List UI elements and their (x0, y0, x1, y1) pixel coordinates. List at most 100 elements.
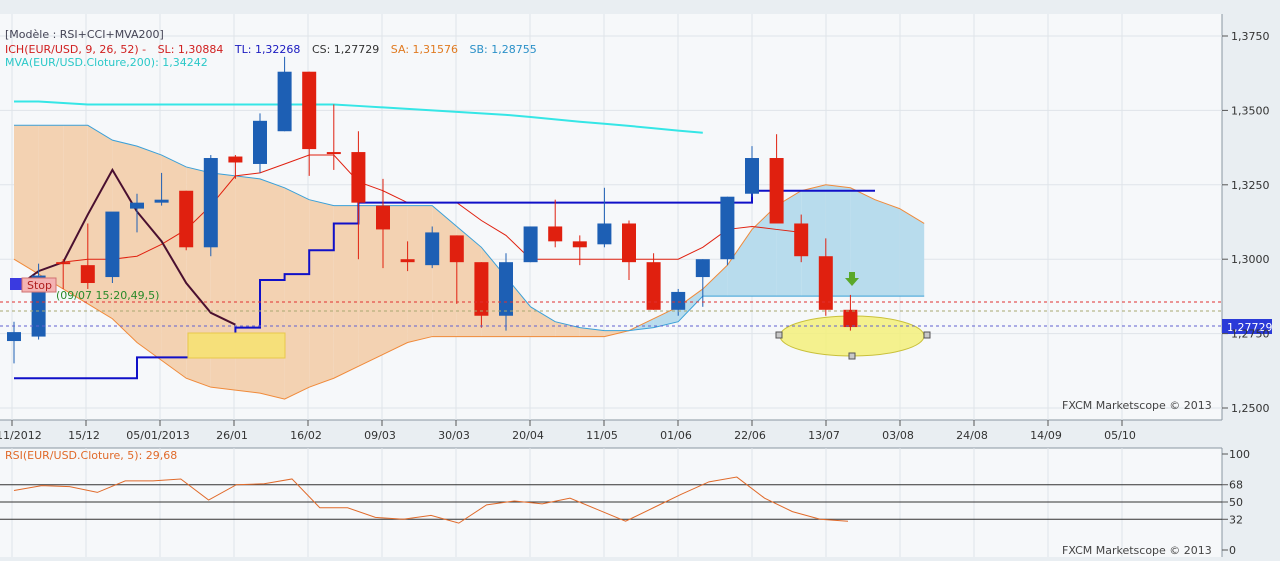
mva200-line (14, 100, 703, 134)
bearish-cloud-segment (383, 205, 408, 355)
mva-header: MVA(EUR/USD.Cloture,200): 1,34242 (5, 56, 208, 69)
bullish-candle (105, 211, 120, 278)
bearish-candle (769, 158, 784, 224)
senkou-span-b-line (14, 124, 925, 332)
price-tick-label: 1,3500 (1231, 104, 1270, 117)
axes: 1,2500 1,2750 1,3000 1,3250 1,3500 1,3750 03/1… (0, 30, 1270, 442)
bullish-cloud-segment (899, 208, 925, 297)
bullish-candle (253, 120, 267, 164)
buy-signal-arrow-icon[interactable] (845, 272, 859, 286)
date-tick-label: 13/07 (808, 429, 840, 442)
bearish-candle (56, 262, 71, 265)
bearish-candle (843, 309, 858, 328)
bullish-candle (720, 196, 735, 260)
current-price-tag (1222, 319, 1272, 334)
rsi-header: RSI(EUR/USD.Cloture, 5): 29,68 (5, 449, 177, 462)
bearish-cloud-segment (63, 125, 88, 304)
bullish-candle (745, 158, 759, 194)
price-tick-label: 1,3750 (1231, 30, 1270, 43)
date-tick-label: 09/03 (364, 429, 396, 442)
ellipse-handle-left[interactable] (775, 331, 783, 339)
bearish-cloud-segment (38, 125, 64, 289)
rsi-tick-label: 100 (1229, 448, 1250, 461)
price-tick-label: 1,3000 (1231, 253, 1270, 266)
bullish-candle (203, 158, 218, 248)
rsi-indicator: 100 68 50 32 0 (0, 448, 1250, 557)
bearish-cloud-segment (555, 321, 580, 337)
bearish-cloud-segment (137, 146, 162, 361)
bullish-candle (154, 199, 169, 203)
price-tick-label: 1,2750 (1231, 328, 1270, 341)
bearish-cloud-segment (260, 178, 285, 400)
date-tick-label: 16/02 (290, 429, 322, 442)
bullish-candle (499, 262, 513, 316)
bearish-candle (818, 256, 833, 310)
watermark-top: FXCM Marketscope © 2013 (1062, 399, 1212, 412)
bullish-cloud-segment (727, 229, 752, 297)
date-tick-label: 24/08 (956, 429, 988, 442)
bearish-candle (179, 190, 194, 248)
date-tick-label: 26/01 (216, 429, 248, 442)
chikou-span-line (13, 167, 236, 326)
bearish-candle (622, 223, 636, 263)
ichimoku-header: ICH(EUR/USD, 9, 26, 52) - SL: 1,30884 TL… (5, 43, 537, 56)
date-tick-label: 14/09 (1030, 429, 1062, 442)
price-tick-label: 1,2500 (1231, 402, 1270, 415)
bullish-candle (277, 71, 292, 132)
bearish-candle (449, 235, 464, 263)
bullish-cloud-segment (653, 306, 679, 328)
bearish-cloud-segment (112, 140, 137, 343)
bullish-candle (695, 259, 710, 278)
bearish-cloud-segment (407, 205, 433, 343)
date-tick-label: 15/12 (68, 429, 100, 442)
watermark-bottom: FXCM Marketscope © 2013 (1062, 544, 1212, 557)
stop-label-box[interactable] (21, 277, 57, 293)
grid (0, 14, 1222, 557)
date-tick-label: 03/08 (882, 429, 914, 442)
stop-note: (09/07 15:20,49,5) (56, 289, 159, 302)
highlight-rectangle[interactable] (187, 332, 286, 359)
bullish-candle (523, 226, 538, 263)
date-tick-label: 05/01/2013 (126, 429, 189, 442)
rsi-tick-label: 68 (1229, 479, 1243, 492)
bearish-candle (794, 223, 809, 257)
bearish-cloud-segment (432, 205, 457, 337)
bearish-candle (326, 152, 341, 155)
bearish-cloud-segment (333, 205, 359, 379)
date-tick-label: 22/06 (734, 429, 766, 442)
bearish-candle (302, 71, 317, 150)
rsi-tick-label: 50 (1229, 496, 1243, 509)
bearish-cloud-segment (284, 187, 310, 400)
price-tick-label: 1,3250 (1231, 179, 1270, 192)
date-tick-label: 20/04 (512, 429, 544, 442)
bullish-candle (425, 232, 440, 266)
bullish-candle (7, 332, 21, 342)
bullish-cloud-segment (850, 187, 875, 297)
bearish-candle (646, 262, 661, 310)
bearish-candle (376, 205, 390, 230)
bearish-candle (400, 259, 415, 263)
bearish-candle (351, 152, 366, 203)
rsi-line (13, 476, 849, 524)
bearish-candle (228, 156, 243, 163)
stop-marker-icon[interactable] (10, 278, 22, 290)
current-price-value: 1,27729 (1227, 321, 1273, 334)
bearish-cloud-segment (530, 306, 556, 337)
bullish-candle (130, 202, 144, 209)
ellipse-handle-right[interactable] (923, 331, 931, 339)
ellipse-handle-bottom[interactable] (848, 352, 856, 360)
rsi-tick-label: 0 (1229, 544, 1236, 557)
bearish-candle (474, 262, 489, 316)
date-tick-label: 05/10 (1104, 429, 1136, 442)
bullish-cloud-segment (702, 265, 728, 297)
bearish-cloud-segment (358, 205, 383, 367)
date-tick-label: 30/03 (438, 429, 470, 442)
bearish-cloud-segment (161, 155, 187, 379)
bullish-cloud-segment (875, 199, 900, 297)
bearish-candle (80, 265, 95, 284)
bearish-cloud-segment (309, 199, 334, 388)
model-label: [Modèle : RSI+CCI+MVA200] (5, 28, 164, 41)
bearish-candle (548, 226, 563, 242)
